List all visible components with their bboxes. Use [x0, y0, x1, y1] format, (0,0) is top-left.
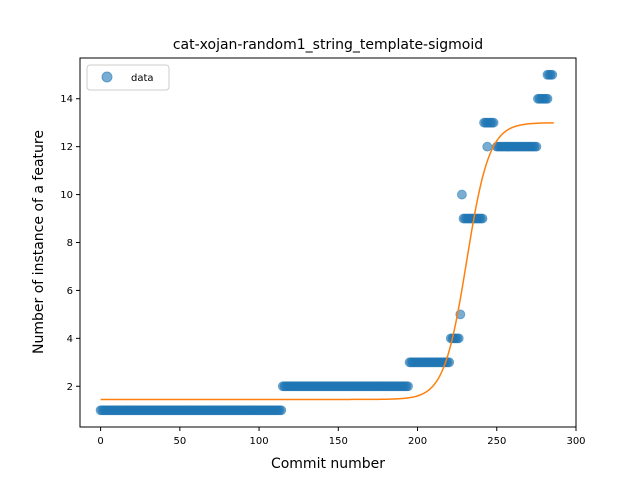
legend-marker-data: [101, 71, 113, 83]
x-tick-label: 250: [487, 436, 506, 447]
y-axis-label: Number of instance of a feature: [31, 130, 47, 354]
legend-label-data: data: [131, 73, 154, 84]
data-point: [403, 381, 413, 392]
y-tick-label: 2: [67, 382, 73, 393]
legend: data: [86, 64, 170, 91]
x-tick-label: 200: [408, 436, 427, 447]
x-tick-label: 0: [97, 436, 103, 447]
plot-frame: [79, 57, 577, 428]
x-axis-label: Commit number: [271, 456, 385, 472]
y-axis: 2 4 6 8 10 12 14: [60, 94, 80, 393]
data-point: [547, 69, 558, 80]
data-point: [488, 117, 499, 128]
y-tick-label: 4: [67, 334, 73, 345]
data-point: [482, 141, 493, 152]
plot-area: [95, 69, 558, 416]
y-tick-label: 10: [60, 190, 73, 201]
y-tick-label: 6: [67, 286, 73, 297]
x-tick-label: 150: [329, 436, 348, 447]
x-tick-label: 300: [566, 436, 585, 447]
x-axis: 0 50 100 150 200 250 300: [97, 427, 586, 447]
chart-title: cat-xojan-random1_string_template-sigmoi…: [173, 37, 483, 53]
sigmoid-fit-line: [100, 122, 554, 401]
legend-box: [86, 64, 170, 91]
y-tick-label: 8: [67, 238, 73, 249]
data-point: [456, 189, 467, 200]
y-tick-label: 12: [60, 142, 73, 153]
x-tick-label: 100: [250, 436, 269, 447]
data-point: [542, 93, 553, 104]
x-tick-label: 50: [173, 436, 186, 447]
data-point: [276, 405, 287, 416]
data-point: [477, 213, 488, 224]
data-point: [453, 333, 464, 344]
data-point: [531, 141, 542, 152]
y-tick-label: 14: [60, 94, 73, 105]
